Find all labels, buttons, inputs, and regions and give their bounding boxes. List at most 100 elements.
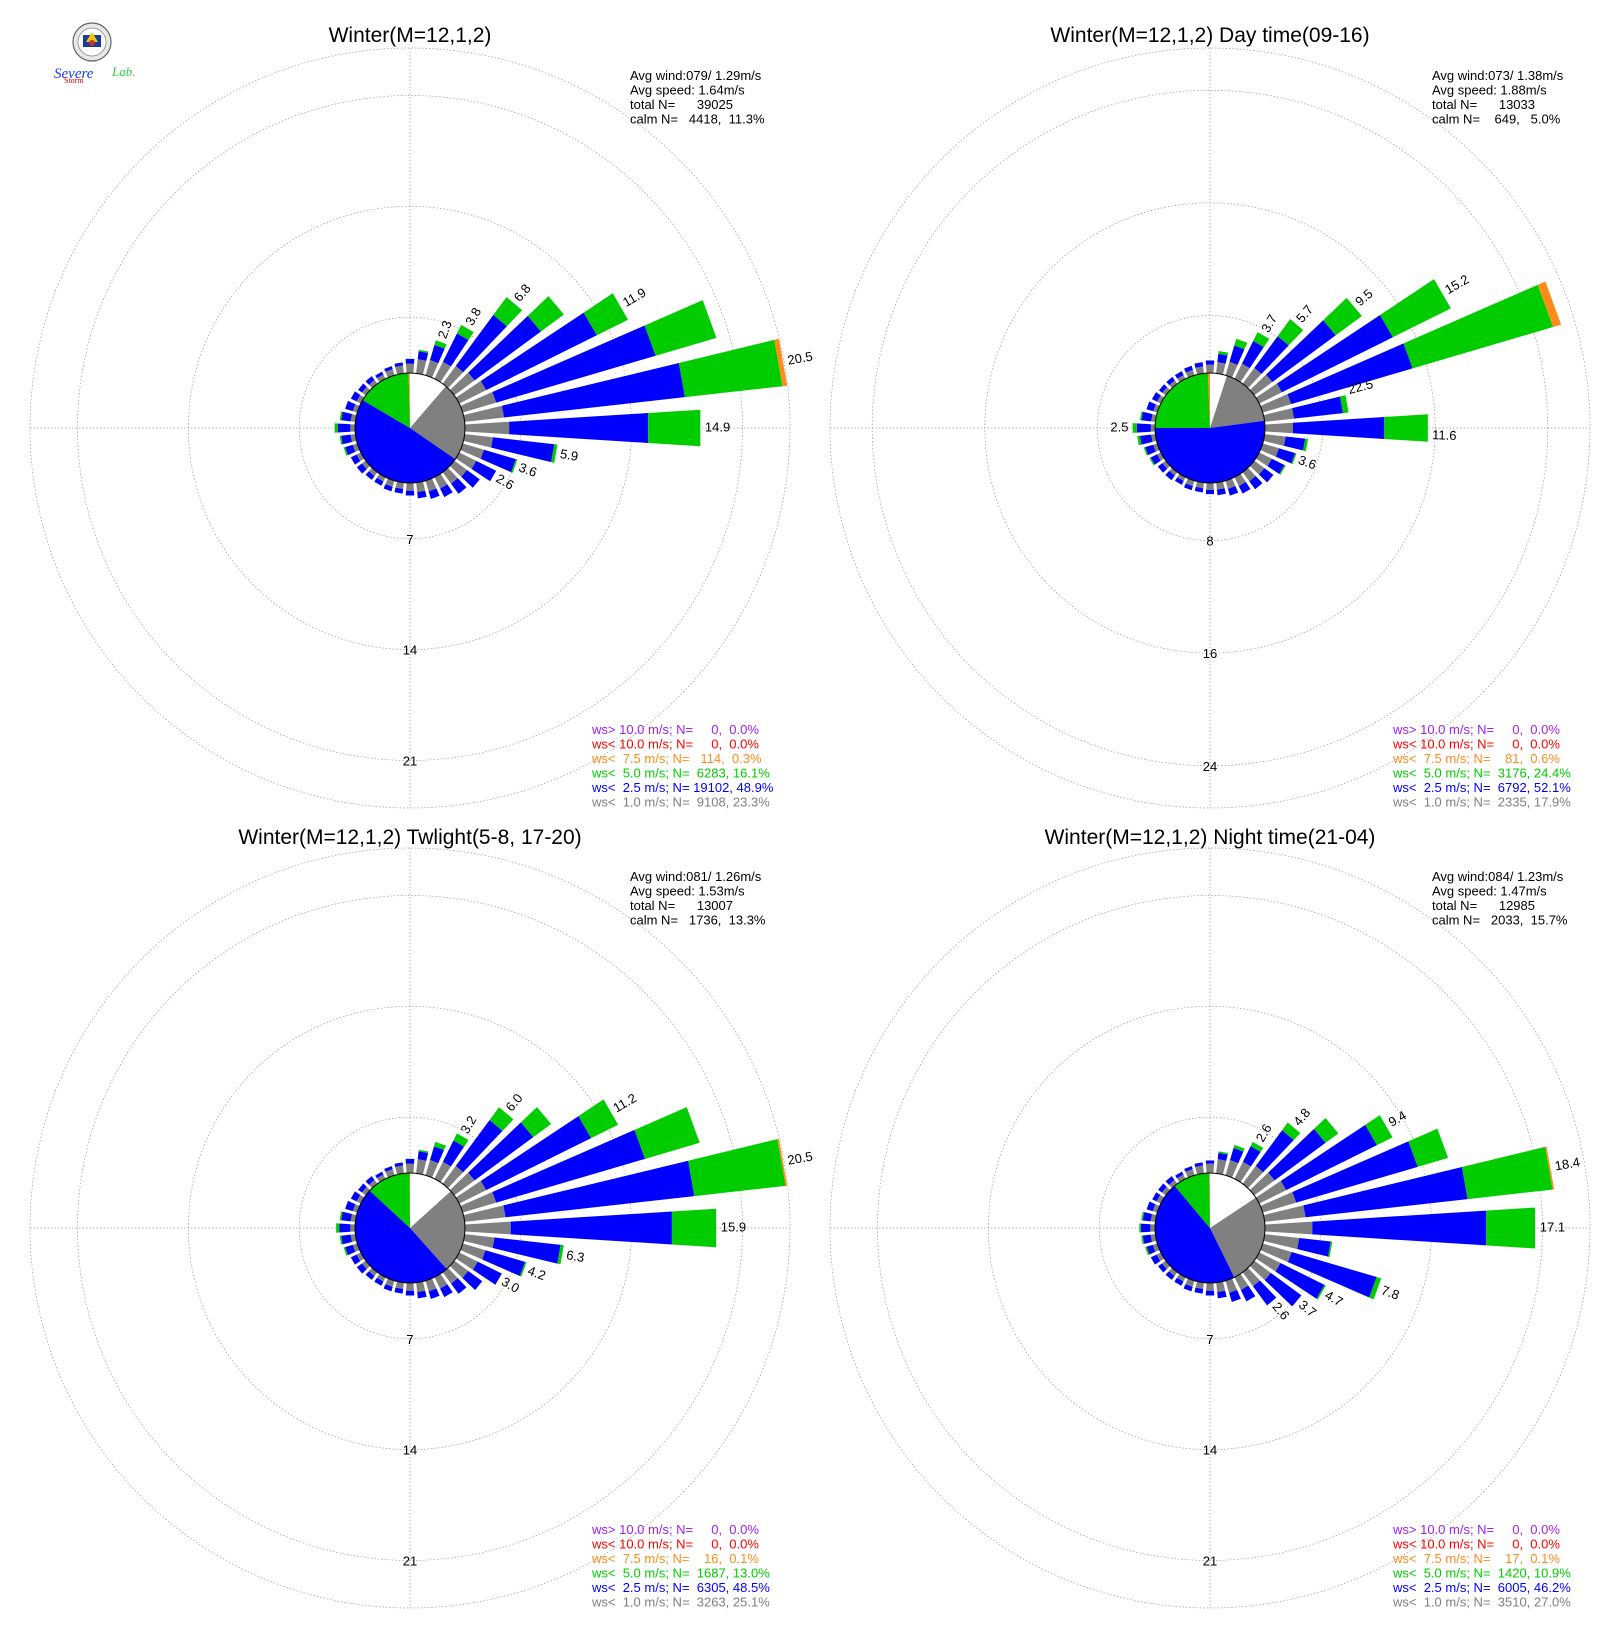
grid-ring bbox=[77, 895, 743, 1561]
bar-segment-lt5 bbox=[688, 1139, 786, 1197]
bar-segment-lt5 bbox=[339, 435, 343, 445]
ring-label: 21 bbox=[403, 1554, 417, 1569]
bar-segment-lt2_5 bbox=[510, 1211, 672, 1245]
bar-segment-lt1 bbox=[1156, 1194, 1165, 1204]
bar-segment-lt2_5 bbox=[1146, 1201, 1156, 1212]
bar-segment-lt5 bbox=[1291, 453, 1297, 465]
bar-segment-lt1 bbox=[1234, 1273, 1249, 1291]
bar-segment-lt1 bbox=[1195, 1281, 1204, 1289]
bar-segment-lt1 bbox=[1169, 380, 1178, 389]
bar-segment-lt2_5 bbox=[1174, 477, 1184, 485]
bar-segment-lt2_5 bbox=[509, 413, 649, 443]
bar-segment-lt1 bbox=[1234, 363, 1250, 383]
bar-segment-lt5 bbox=[1143, 447, 1148, 456]
bar-segment-lt2_5 bbox=[468, 1122, 534, 1181]
bar-segment-lt1 bbox=[368, 1179, 378, 1189]
legend-entry: ws< 2.5 m/s; N= 6305, 48.5% bbox=[591, 1580, 770, 1595]
bar-segment-lt2_5 bbox=[461, 470, 480, 488]
bar-segment-lt2_5 bbox=[1174, 371, 1184, 379]
info-line: total N= 12985 bbox=[1432, 898, 1535, 913]
ring-label: 7 bbox=[406, 1332, 413, 1347]
info-line: calm N= 1736, 13.3% bbox=[630, 913, 766, 928]
bar-segment-lt5 bbox=[644, 300, 717, 356]
bar-segment-lt1 bbox=[460, 392, 497, 413]
bar-segment-lt1 bbox=[416, 359, 427, 375]
bar-segment-lt7_5 bbox=[1545, 1146, 1555, 1190]
bar-segment-lt2_5 bbox=[350, 391, 361, 402]
bar-segment-lt1 bbox=[395, 365, 404, 375]
ring-label: 16 bbox=[1203, 646, 1217, 661]
legend-entry: ws< 5.0 m/s; N= 3176, 24.4% bbox=[1392, 766, 1571, 781]
bar-segment-lt2_5 bbox=[455, 1120, 503, 1173]
bar-segment-lt5 bbox=[339, 1211, 343, 1221]
bar-segment-lt2_5 bbox=[1267, 458, 1285, 475]
pie-slice-lt1 bbox=[1210, 375, 1265, 428]
bar-segment-lt2_5 bbox=[365, 1176, 375, 1185]
panel-title: Winter(M=12,1,2) Day time(09-16) bbox=[1050, 24, 1369, 47]
bar-segment-lt1 bbox=[1225, 1278, 1238, 1293]
bar-segment-lt2_5 bbox=[1255, 1130, 1294, 1173]
bar-segment-lt2_5 bbox=[491, 437, 555, 463]
bar-segment-lt5 bbox=[1282, 1122, 1301, 1141]
bar-segment-lt1 bbox=[356, 452, 365, 462]
bar-segment-lt5 bbox=[336, 1223, 340, 1233]
bar-segment-lt2_5 bbox=[350, 1254, 361, 1265]
bar-segment-lt2_5 bbox=[492, 1129, 646, 1203]
bar-segment-lt5 bbox=[1139, 1223, 1141, 1233]
bar-segment-lt1 bbox=[1162, 460, 1171, 469]
bar-segment-lt5 bbox=[1277, 319, 1304, 346]
bar-segment-lt1 bbox=[405, 1163, 415, 1174]
ring-label: 8 bbox=[1206, 534, 1213, 549]
info-line: calm N= 2033, 15.7% bbox=[1432, 913, 1568, 928]
bar-segment-lt1 bbox=[455, 380, 487, 404]
pie-slice-calm bbox=[1210, 1173, 1256, 1228]
bar-segment-lt1 bbox=[1153, 404, 1160, 413]
bar-segment-lt1 bbox=[1263, 1234, 1300, 1250]
bar-segment-lt2_5 bbox=[1194, 486, 1204, 493]
bar-segment-lt5 bbox=[1250, 1141, 1264, 1152]
bar-segment-lt2_5 bbox=[1174, 1277, 1184, 1286]
bar-segment-lt1 bbox=[1150, 1224, 1156, 1232]
bar-segment-lt1 bbox=[1234, 1161, 1251, 1183]
bar-segment-lt1 bbox=[1225, 361, 1238, 378]
bar-segment-lt5 bbox=[339, 1235, 343, 1245]
bar-segment-lt1 bbox=[460, 1243, 486, 1260]
bar-segment-lt7_5 bbox=[774, 338, 788, 387]
bar-segment-lt1 bbox=[1225, 1160, 1239, 1178]
bar-segment-lt5 bbox=[1253, 332, 1270, 348]
bar-segment-lt1 bbox=[1255, 383, 1282, 404]
bar-segment-lt5 bbox=[1365, 1115, 1393, 1146]
bar-segment-lt1 bbox=[1216, 362, 1226, 375]
windrose-panel-2: 8 16 24 3.7 5.7 9.5 15.2 22.5 11.6 3.6 2.5 Winter(M… bbox=[829, 24, 1591, 810]
bar-segment-lt2_5 bbox=[1292, 1141, 1418, 1203]
bar-segment-lt2_5 bbox=[1145, 444, 1156, 456]
bar-segment-lt5 bbox=[1369, 1277, 1382, 1300]
bar-segment-lt2_5 bbox=[429, 344, 445, 364]
bar-segment-lt1 bbox=[395, 1165, 404, 1175]
info-line: Avg wind:084/ 1.23m/s bbox=[1432, 869, 1564, 884]
info-line: total N= 39025 bbox=[630, 97, 733, 112]
bar-segment-lt2_5 bbox=[1287, 343, 1413, 405]
bar-label: 2.3 bbox=[435, 318, 455, 340]
bar-segment-lt2_5 bbox=[428, 488, 440, 499]
legend-entry: ws> 10.0 m/s; N= 0, 0.0% bbox=[1392, 722, 1560, 737]
bar-segment-lt5 bbox=[519, 1261, 527, 1277]
bar-segment-lt1 bbox=[1260, 443, 1279, 457]
bar-segment-lt1 bbox=[361, 1186, 371, 1196]
bar-segment-lt5 bbox=[1316, 1284, 1326, 1300]
bar-segment-lt5 bbox=[1149, 457, 1155, 466]
bar-segment-lt2_5 bbox=[345, 1244, 356, 1256]
pie-slice-lt5 bbox=[1155, 373, 1210, 428]
bar-segment-lt5 bbox=[493, 297, 523, 327]
bar-segment-lt1 bbox=[1264, 1221, 1313, 1235]
legend-entry: ws< 10.0 m/s; N= 0, 0.0% bbox=[591, 1537, 759, 1552]
bar-segment-lt1 bbox=[460, 443, 485, 459]
info-line: Avg wind:079/ 1.29m/s bbox=[630, 68, 762, 83]
bar-segment-lt1 bbox=[376, 473, 386, 482]
info-line: Avg speed: 1.88m/s bbox=[1432, 83, 1547, 98]
bar-segment-lt2_5 bbox=[1227, 486, 1239, 496]
pie-outline bbox=[1154, 372, 1266, 484]
legend-entry: ws< 7.5 m/s; N= 17, 0.1% bbox=[1392, 1551, 1560, 1566]
bar-segment-lt2_5 bbox=[1205, 1160, 1215, 1164]
